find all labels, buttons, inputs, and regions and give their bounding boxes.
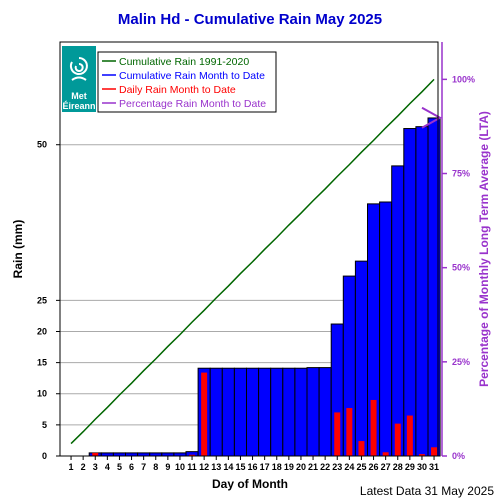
daily-bar [92, 452, 99, 456]
x-tick-label: 12 [199, 462, 209, 472]
daily-bar [431, 447, 438, 456]
cumulative-bar [233, 367, 247, 457]
y2-axis-label: Percentage of Monthly Long Term Average … [477, 111, 491, 387]
logo-swirl-icon [69, 57, 88, 81]
legend-entry: Cumulative Rain Month to Date [119, 70, 265, 82]
y-tick-label: 0 [42, 451, 47, 461]
cumulative-bar [318, 367, 332, 457]
daily-bar [382, 452, 389, 456]
legend: Cumulative Rain 1991-2020 Cumulative Rain… [97, 51, 277, 113]
y-tick-label: 20 [37, 326, 47, 336]
x-tick-label: 28 [393, 462, 403, 472]
plot-frame [59, 41, 439, 457]
x-tick-label: 15 [235, 462, 245, 472]
x-tick-label: 24 [344, 462, 354, 472]
lta-line [70, 78, 435, 445]
chart-title: Malin Hd - Cumulative Rain May 2025 [118, 11, 382, 28]
daily-bar [358, 441, 365, 456]
daily-bar [394, 423, 401, 456]
x-tick-label: 10 [175, 462, 185, 472]
logo-text-line2: Éireann [62, 101, 95, 111]
logo-text-line1: Met [71, 91, 87, 101]
cumulative-bar [258, 367, 272, 457]
percentage-marker [421, 106, 443, 129]
daily-bar [189, 454, 196, 456]
y-axis-ticks: 0 5 10 15 20 25 50 [37, 140, 60, 461]
x-tick-label: 23 [332, 462, 342, 472]
y-axis-label: Rain (mm) [11, 220, 25, 279]
x-axis-label: Day of Month [212, 477, 288, 491]
x-tick-label: 14 [223, 462, 233, 472]
x-tick-label: 29 [405, 462, 415, 472]
x-tick-label: 22 [320, 462, 330, 472]
y2-tick-label: 0% [452, 451, 465, 461]
legend-entry: Cumulative Rain 1991-2020 [119, 56, 249, 68]
x-tick-label: 31 [429, 462, 439, 472]
x-tick-label: 5 [117, 462, 122, 472]
x-tick-label: 21 [308, 462, 318, 472]
x-tick-label: 27 [381, 462, 391, 472]
cumulative-bar [209, 367, 223, 457]
x-tick-label: 17 [260, 462, 270, 472]
y2-tick-label: 75% [452, 169, 470, 179]
x-tick-label: 8 [153, 462, 158, 472]
daily-bar [334, 412, 341, 456]
x-tick-label: 20 [296, 462, 306, 472]
y2-tick-label: 100% [452, 74, 475, 84]
cumulative-bar [379, 201, 393, 457]
y2-tick-label: 25% [452, 357, 470, 367]
cumulative-bar [270, 367, 284, 457]
x-tick-label: 30 [417, 462, 427, 472]
cumulative-bar [221, 367, 235, 457]
cumulative-bar [294, 367, 308, 457]
lta-series-line [70, 78, 435, 445]
x-axis-ticks: 1 2 3 4 5 6 7 8 9 10 11 12 13 14 15 16 17 18 19 20 21 22 23 24 2… [69, 456, 439, 472]
daily-bar [201, 372, 208, 456]
x-tick-label: 18 [272, 462, 282, 472]
y-tick-label: 5 [42, 420, 47, 430]
x-tick-label: 16 [248, 462, 258, 472]
y-tick-label: 50 [37, 140, 47, 150]
cumulative-bar [354, 260, 368, 457]
cumulative-bar [403, 128, 417, 457]
x-tick-label: 19 [284, 462, 294, 472]
x-tick-label: 25 [356, 462, 366, 472]
y-tick-label: 25 [37, 295, 47, 305]
daily-bar [406, 415, 413, 456]
y2-tick-label: 50% [452, 263, 470, 273]
cumulative-bar [306, 367, 320, 457]
x-tick-label: 4 [105, 462, 110, 472]
daily-bar [346, 408, 353, 456]
x-tick-label: 3 [93, 462, 98, 472]
cumulative-bar [391, 165, 405, 457]
cumulative-bar [415, 126, 429, 457]
x-tick-label: 6 [129, 462, 134, 472]
legend-entry: Percentage Rain Month to Date [119, 98, 266, 110]
percentage-arrow [421, 106, 443, 129]
cumulative-bars [88, 117, 441, 457]
cumulative-bar [246, 367, 260, 457]
daily-bar [370, 399, 377, 456]
x-tick-label: 2 [81, 462, 86, 472]
logo-background [62, 46, 96, 112]
footnote: Latest Data 31 May 2025 [360, 484, 494, 498]
x-tick-label: 1 [69, 462, 74, 472]
legend-box [97, 51, 277, 113]
legend-entry: Daily Rain Month to Date [119, 84, 236, 96]
daily-bars [92, 372, 438, 456]
y-tick-label: 10 [37, 389, 47, 399]
x-tick-label: 26 [369, 462, 379, 472]
y2-axis-ticks: 0% 25% 50% 75% 100% [442, 74, 475, 461]
daily-bar [418, 454, 425, 456]
x-tick-label: 11 [187, 462, 197, 472]
cumulative-bar [282, 367, 296, 457]
y-tick-label: 15 [37, 358, 47, 368]
x-tick-label: 9 [165, 462, 170, 472]
x-tick-label: 13 [211, 462, 221, 472]
met-eireann-logo: Met Éireann [62, 46, 96, 112]
x-tick-label: 7 [141, 462, 146, 472]
